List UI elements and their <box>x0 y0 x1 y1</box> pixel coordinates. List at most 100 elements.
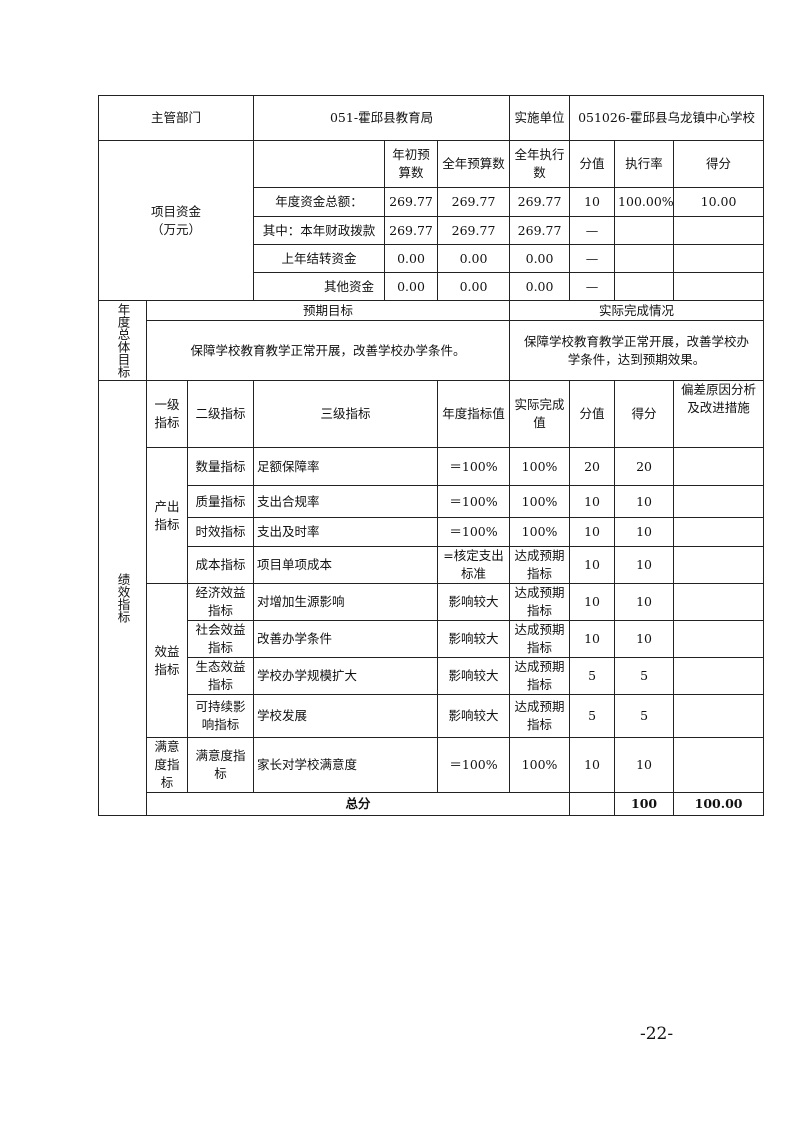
group-label: 效益指标 <box>146 583 188 738</box>
l2: 成本指标 <box>186 546 255 584</box>
l2: 生态效益指标 <box>186 657 255 695</box>
score: 10 <box>614 620 675 658</box>
l2: 时效指标 <box>186 517 255 547</box>
dept-label: 主管部门 <box>97 95 255 141</box>
fund-name: 年度资金总额： <box>253 187 386 217</box>
funds-row: 其中：本年财政拨款 269.77 269.77 269.77 — <box>99 216 765 245</box>
perf-header-row: 绩效指标 一级指标 二级指标 三级指标 年度指标值 实际完成值 分值 得分 偏差… <box>98 380 765 816</box>
actual: 达成预期指标 <box>509 583 571 621</box>
l3: 足额保障率 <box>253 447 439 486</box>
l3: 项目单项成本 <box>253 546 439 584</box>
target: ＝100% <box>437 517 511 547</box>
funds-row: 上年结转资金 0.00 0.00 0.00 — <box>99 244 765 273</box>
value: 10 <box>569 583 616 621</box>
perf-row: 效益指标 经济效益指标 对增加生源影响 影响较大 达成预期指标 10 10 <box>99 583 765 738</box>
performance-table: 主管部门 051-霍邱县教育局 实施单位 051026-霍邱县乌龙镇中心学校 项… <box>97 95 765 816</box>
value: 5 <box>569 657 616 695</box>
goals-row: 保障学校教育教学正常开展，改善学校办学条件。 保障学校教育教学正常开展，改善学校… <box>99 320 765 381</box>
actual-goal: 保障学校教育教学正常开展，改善学校办学条件，达到预期效果。 <box>509 320 765 381</box>
group-label: 满意度指标 <box>146 737 188 793</box>
value: 10 <box>569 485 616 518</box>
col-header: 全年执行数 <box>509 140 571 188</box>
fund-executed: 0.00 <box>509 272 571 301</box>
col-header: 得分 <box>614 380 675 448</box>
score: 20 <box>614 447 675 486</box>
total-row: 总分 100 100.00 <box>99 792 765 816</box>
fund-rate <box>614 216 675 245</box>
actual: 100% <box>509 517 571 547</box>
fund-initial: 0.00 <box>384 272 439 301</box>
l3: 学校发展 <box>253 694 439 738</box>
fund-annual: 269.77 <box>437 216 511 245</box>
fund-annual: 0.00 <box>437 272 511 301</box>
col-header: 偏差原因分析及改进措施 <box>673 380 765 448</box>
col-header: 年初预算数 <box>384 140 439 188</box>
actual: 100% <box>509 485 571 518</box>
perf-row: 产出指标 数量指标 足额保障率 ＝100% 100% 20 20 <box>99 447 765 584</box>
value: 5 <box>569 694 616 738</box>
col-header: 执行率 <box>614 140 675 188</box>
fund-executed: 269.77 <box>509 216 571 245</box>
value: 10 <box>569 620 616 658</box>
fund-score-value: — <box>569 216 616 245</box>
col-header: 一级指标 <box>146 380 188 448</box>
l3: 学校办学规模扩大 <box>253 657 439 695</box>
fund-score <box>673 272 765 301</box>
fund-name: 其中：本年财政拨款 <box>253 216 386 245</box>
fund-executed: 0.00 <box>509 244 571 273</box>
target: ＝100% <box>437 447 511 486</box>
score: 10 <box>614 517 675 547</box>
fund-score-value: — <box>569 272 616 301</box>
deviation <box>673 485 765 518</box>
col-header: 分值 <box>569 140 616 188</box>
fund-initial: 0.00 <box>384 244 439 273</box>
col-header: 二级指标 <box>186 380 255 448</box>
unit-label: 实施单位 <box>509 95 571 141</box>
deviation <box>673 546 765 584</box>
value: 10 <box>569 517 616 547</box>
col-header: 分值 <box>569 380 616 448</box>
funds-header-row: 项目资金（万元） 年初预算数 全年预算数 全年执行数 分值 执行率 得分 <box>97 140 765 301</box>
perf-label: 绩效指标 <box>98 380 147 816</box>
actual: 达成预期指标 <box>509 620 571 658</box>
target: =核定支出标准 <box>437 546 511 584</box>
l2: 满意度指标 <box>186 737 255 793</box>
actual-label: 实际完成情况 <box>509 300 765 321</box>
value: 20 <box>569 447 616 486</box>
perf-row: 时效指标 支出及时率 ＝100% 100% 10 10 <box>99 517 765 547</box>
target: ＝100% <box>437 737 511 793</box>
score: 10 <box>614 583 675 621</box>
col-header: 年度指标值 <box>437 380 511 448</box>
fund-annual: 0.00 <box>437 244 511 273</box>
target: ＝100% <box>437 485 511 518</box>
fund-initial: 269.77 <box>384 187 439 217</box>
l2: 数量指标 <box>186 447 255 486</box>
perf-row: 生态效益指标 学校办学规模扩大 影响较大 达成预期指标 5 5 <box>99 657 765 695</box>
actual: 100% <box>509 737 571 793</box>
fund-name: 上年结转资金 <box>253 244 386 273</box>
target: 影响较大 <box>437 694 511 738</box>
goals-header-row: 年度总体目标 预期目标 实际完成情况 <box>98 300 765 381</box>
l3: 家长对学校满意度 <box>253 737 439 793</box>
actual: 达成预期指标 <box>509 546 571 584</box>
actual: 达成预期指标 <box>509 657 571 695</box>
col-header: 全年预算数 <box>437 140 511 188</box>
perf-row: 成本指标 项目单项成本 =核定支出标准 达成预期指标 10 10 <box>99 546 765 584</box>
deviation <box>673 517 765 547</box>
deviation <box>673 737 765 793</box>
score: 5 <box>614 657 675 695</box>
expected-label: 预期目标 <box>145 300 511 321</box>
col-header: 三级指标 <box>253 380 439 448</box>
fund-rate <box>614 244 675 273</box>
blank-cell <box>253 140 386 188</box>
fund-score-value: — <box>569 244 616 273</box>
actual: 100% <box>509 447 571 486</box>
l2: 社会效益指标 <box>186 620 255 658</box>
page-number: -22- <box>640 1024 674 1044</box>
col-header: 得分 <box>673 140 765 188</box>
value: 10 <box>569 546 616 584</box>
fund-annual: 269.77 <box>437 187 511 217</box>
l3: 对增加生源影响 <box>253 583 439 621</box>
target: 影响较大 <box>437 657 511 695</box>
unit-value: 051026-霍邱县乌龙镇中心学校 <box>569 95 765 141</box>
